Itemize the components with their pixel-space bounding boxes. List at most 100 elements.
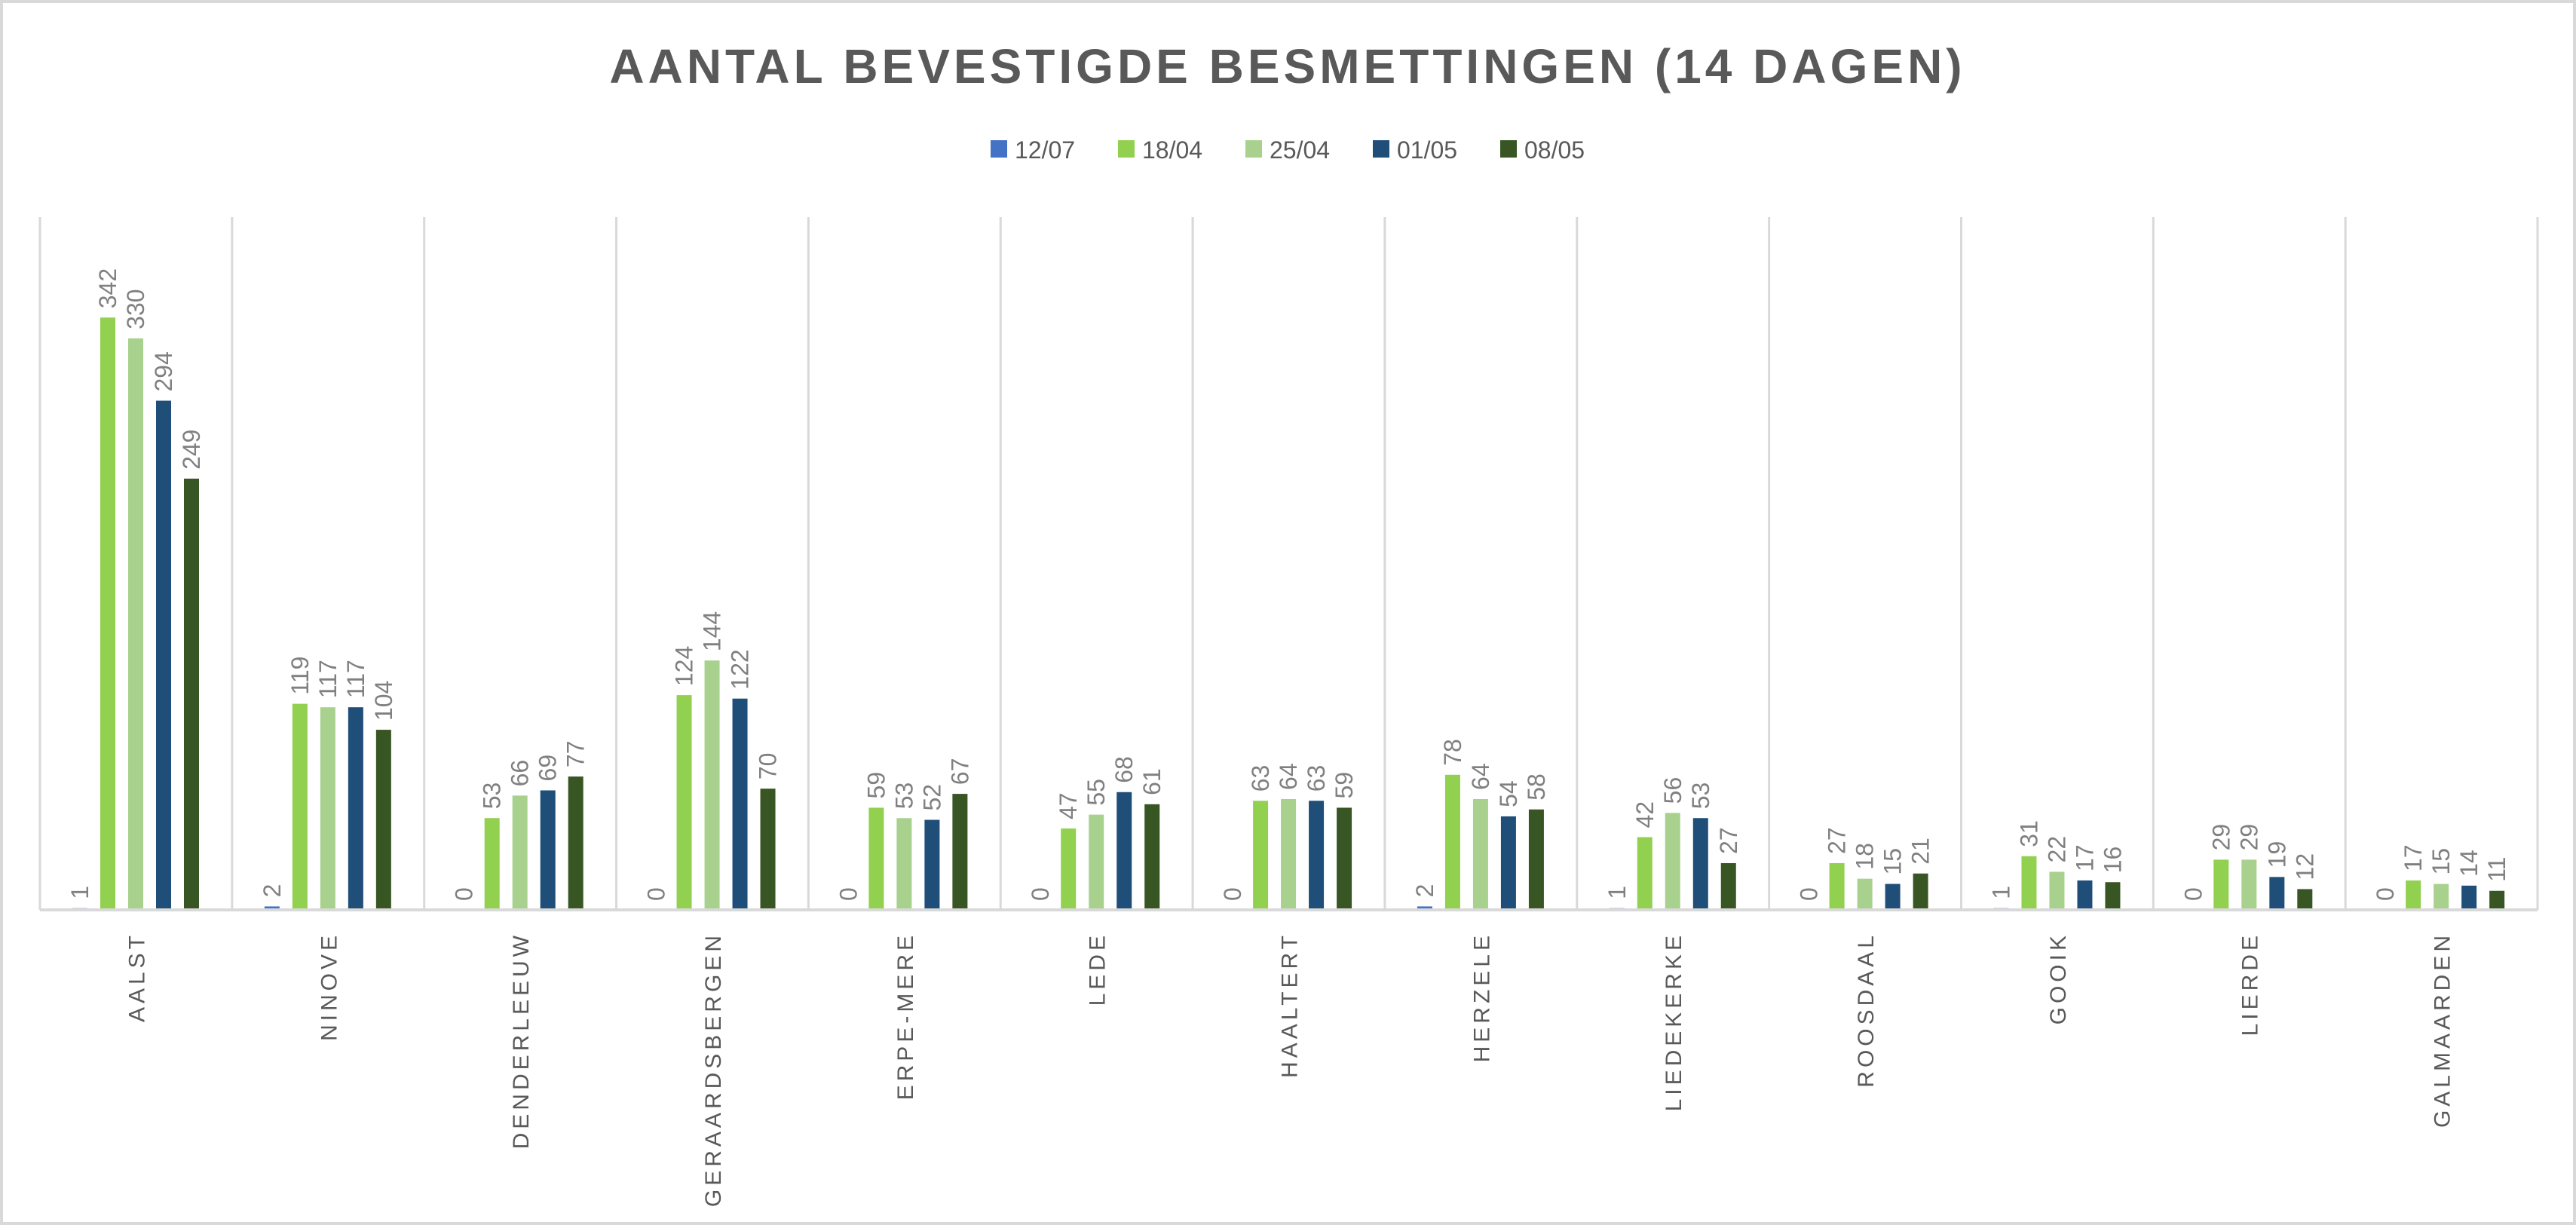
bar: [704, 660, 720, 910]
legend-swatch: [1500, 140, 1517, 158]
bar: [2213, 859, 2229, 910]
bar: [320, 707, 335, 910]
legend-swatch: [1118, 140, 1135, 158]
data-label: 47: [1055, 792, 1082, 819]
bar: [264, 906, 280, 910]
bar: [2241, 859, 2257, 910]
data-label: 70: [755, 753, 782, 780]
bar: [568, 776, 584, 910]
category-label: LEDE: [1086, 932, 1110, 1006]
bar: [1472, 798, 1488, 910]
bar: [1665, 813, 1680, 910]
legend-swatch: [1245, 140, 1262, 158]
data-label: 119: [286, 657, 314, 695]
data-label: 42: [1631, 801, 1659, 828]
bar: [1692, 818, 1708, 910]
data-label: 58: [1523, 773, 1550, 801]
bar: [2105, 882, 2121, 910]
bar: [2077, 880, 2093, 910]
chart-title: AANTAL BEVESTIGDE BESMETTINGEN (14 DAGEN…: [609, 39, 1965, 93]
data-label: 55: [1083, 779, 1110, 806]
bar: [484, 818, 500, 910]
bar: [1857, 878, 1873, 910]
legend-label: 08/05: [1524, 136, 1585, 164]
data-label: 31: [2015, 820, 2042, 847]
category-label: GALMAARDEN: [2431, 932, 2455, 1128]
bar: [1253, 801, 1269, 910]
category-label: DENDERLEEUW: [509, 932, 534, 1149]
bar: [924, 819, 940, 910]
data-label: 1: [1987, 886, 2014, 899]
data-label: 61: [1138, 768, 1165, 795]
data-label: 53: [479, 782, 506, 810]
data-label: 64: [1275, 763, 1302, 790]
data-label: 144: [699, 611, 726, 651]
data-label: 117: [314, 660, 342, 698]
legend-swatch: [991, 140, 1007, 158]
data-label: 69: [534, 755, 562, 782]
bar: [128, 338, 143, 910]
data-label: 17: [2400, 844, 2427, 871]
data-label: 52: [918, 784, 945, 811]
bar: [952, 794, 968, 910]
data-label: 330: [122, 289, 149, 329]
data-label: 27: [1715, 827, 1742, 854]
data-label: 27: [1824, 827, 1851, 854]
bar: [1885, 884, 1901, 910]
data-label: 67: [946, 758, 973, 785]
data-label: 0: [2372, 887, 2399, 901]
bar: [1500, 816, 1516, 910]
category-label: AALST: [124, 932, 149, 1022]
data-label: 117: [342, 660, 369, 698]
category-label: ROOSDAAL: [1854, 932, 1879, 1088]
legend-label: 18/04: [1142, 136, 1202, 164]
bar: [896, 818, 912, 910]
data-label: 124: [671, 646, 698, 686]
data-label: 59: [862, 772, 890, 799]
data-label: 17: [2071, 844, 2098, 871]
bar: [760, 789, 776, 910]
data-label: 11: [2483, 857, 2510, 882]
bar: [1829, 862, 1845, 910]
bar: [1913, 873, 1928, 910]
category-label: NINOVE: [317, 932, 342, 1041]
bar: [2434, 884, 2449, 910]
category-label: HAALTERT: [1278, 932, 1303, 1078]
bar: [2297, 889, 2313, 910]
category-label: LIEDEKERKE: [1662, 932, 1686, 1111]
bar: [292, 703, 308, 910]
data-label: 2: [259, 884, 286, 898]
bar: [676, 695, 692, 910]
data-label: 78: [1439, 739, 1466, 766]
data-label: 19: [2263, 841, 2290, 868]
data-label: 0: [451, 887, 478, 901]
data-label: 18: [1852, 843, 1879, 870]
bar: [1309, 801, 1325, 910]
data-label: 122: [727, 649, 754, 689]
data-label: 0: [1796, 887, 1823, 901]
data-label: 0: [1027, 887, 1054, 901]
bar: [348, 707, 363, 910]
bar: [156, 400, 171, 910]
data-label: 15: [1879, 848, 1907, 875]
legend-swatch: [1373, 140, 1389, 158]
data-label: 0: [2179, 887, 2207, 901]
bar: [2406, 880, 2421, 910]
bar: [1528, 809, 1544, 910]
data-label: 1: [1603, 886, 1631, 899]
data-label: 294: [150, 351, 177, 391]
data-label: 104: [370, 681, 397, 721]
data-label: 21: [1907, 838, 1934, 865]
bar: [1116, 792, 1132, 910]
bar: [1337, 807, 1352, 910]
bar: [375, 730, 391, 910]
bar: [512, 795, 528, 910]
data-label: 53: [1687, 782, 1714, 810]
data-label: 53: [890, 782, 917, 810]
category-label: GERAARDSBERGEN: [701, 932, 726, 1207]
data-label: 64: [1467, 763, 1494, 790]
data-label: 29: [2207, 824, 2234, 851]
data-label: 15: [2427, 848, 2455, 875]
data-label: 22: [2043, 836, 2070, 863]
